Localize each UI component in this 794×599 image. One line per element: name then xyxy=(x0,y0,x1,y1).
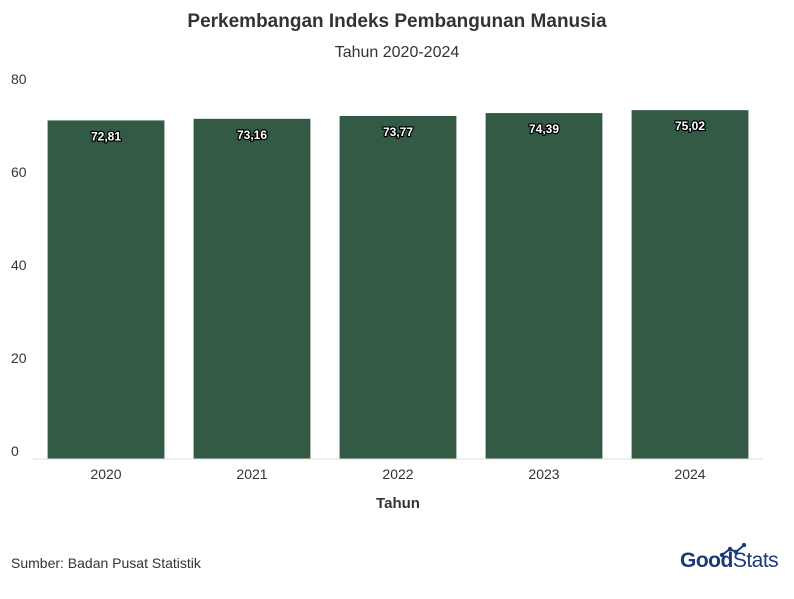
bar-2022 xyxy=(339,115,457,460)
x-tick-label: 2021 xyxy=(236,466,267,482)
chart-subtitle: Tahun 2020-2024 xyxy=(334,44,460,61)
x-tick-label: 2020 xyxy=(90,466,121,482)
bar-value-label: 74,39 xyxy=(529,122,559,136)
y-tick-label: 60 xyxy=(11,164,27,180)
bars-group xyxy=(47,110,749,460)
x-tick-label: 2023 xyxy=(528,466,559,482)
bar-2023 xyxy=(485,113,603,460)
bar-labels-group: 72,81 73,16 73,77 74,39 75,02 xyxy=(90,118,707,145)
bar-value-label: 73,16 xyxy=(237,128,267,142)
goodstats-logo: GoodStats xyxy=(680,543,788,575)
y-axis: 0 20 40 60 80 xyxy=(11,71,27,459)
y-tick-label: 40 xyxy=(11,257,27,273)
bar-value-label: 73,77 xyxy=(383,125,413,139)
y-tick-label: 0 xyxy=(11,443,19,459)
trend-line-icon xyxy=(719,543,747,558)
bar-2020 xyxy=(47,120,165,459)
bar-value-label: 72,81 xyxy=(91,129,121,143)
bar-2021 xyxy=(193,118,311,459)
source-note: Sumber: Badan Pusat Statistik xyxy=(11,555,201,571)
x-axis: 2020 2021 2022 2023 2024 xyxy=(90,466,705,482)
x-axis-label: Tahun xyxy=(376,495,420,512)
logo-wordmark: GoodStats xyxy=(680,549,779,572)
bar-value-label: 75,02 xyxy=(675,119,705,133)
y-tick-label: 20 xyxy=(11,350,27,366)
bar-chart: 0 20 40 60 80 72,81 73,16 73,77 74,39 75,02 2020… xyxy=(11,71,763,512)
chart-title: Perkembangan Indeks Pembangunan Manusia xyxy=(187,11,607,32)
x-tick-label: 2024 xyxy=(674,466,705,482)
x-tick-label: 2022 xyxy=(382,466,413,482)
y-tick-label: 80 xyxy=(11,71,27,87)
bar-2024 xyxy=(631,110,749,460)
